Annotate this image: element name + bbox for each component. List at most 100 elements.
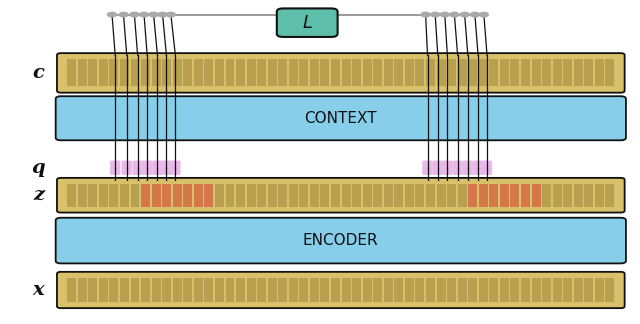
Bar	[215, 278, 224, 302]
Bar	[225, 59, 234, 87]
Bar	[595, 183, 604, 207]
Bar	[415, 278, 424, 302]
Bar	[321, 278, 330, 302]
Bar	[521, 278, 530, 302]
Bar	[289, 59, 298, 87]
Text: x: x	[33, 281, 44, 299]
Bar	[415, 59, 424, 87]
Bar	[109, 278, 118, 302]
Bar	[88, 183, 97, 207]
Text: CONTEXT: CONTEXT	[305, 111, 377, 126]
Bar	[574, 278, 583, 302]
Bar	[268, 59, 276, 87]
Bar	[479, 59, 488, 87]
Bar	[584, 59, 593, 87]
Circle shape	[130, 12, 139, 17]
Bar	[500, 59, 509, 87]
Bar	[204, 183, 213, 207]
Circle shape	[470, 12, 479, 17]
Bar	[331, 278, 340, 302]
Bar	[447, 183, 456, 207]
Bar	[120, 59, 129, 87]
Bar	[236, 59, 245, 87]
FancyBboxPatch shape	[122, 161, 132, 175]
Bar	[458, 183, 467, 207]
Circle shape	[440, 12, 449, 17]
Bar	[490, 278, 499, 302]
Bar	[468, 183, 477, 207]
Circle shape	[421, 12, 430, 17]
Bar	[405, 278, 414, 302]
Circle shape	[140, 12, 148, 17]
Bar	[447, 278, 456, 302]
Bar	[310, 59, 319, 87]
Bar	[310, 183, 319, 207]
FancyBboxPatch shape	[143, 161, 152, 175]
Bar	[173, 59, 182, 87]
Bar	[257, 59, 266, 87]
Bar	[77, 59, 86, 87]
Bar	[342, 59, 351, 87]
Text: q: q	[31, 159, 45, 178]
Bar	[490, 183, 499, 207]
Bar	[394, 183, 403, 207]
Bar	[236, 278, 245, 302]
Bar	[278, 183, 287, 207]
Bar	[67, 59, 76, 87]
Bar	[384, 59, 393, 87]
Bar	[595, 59, 604, 87]
Bar	[479, 183, 488, 207]
Bar	[500, 278, 509, 302]
Bar	[204, 59, 213, 87]
Bar	[563, 183, 572, 207]
Bar	[373, 278, 382, 302]
Bar	[342, 183, 351, 207]
Bar	[553, 59, 562, 87]
Bar	[584, 183, 593, 207]
Text: L: L	[302, 14, 312, 32]
FancyBboxPatch shape	[161, 161, 172, 175]
Bar	[415, 183, 424, 207]
Bar	[268, 183, 276, 207]
Bar	[553, 278, 562, 302]
Bar	[131, 59, 140, 87]
Bar	[405, 59, 414, 87]
Bar	[436, 278, 445, 302]
Bar	[300, 183, 308, 207]
Bar	[542, 278, 551, 302]
Bar	[605, 278, 614, 302]
FancyBboxPatch shape	[152, 161, 163, 175]
Bar	[246, 183, 255, 207]
Bar	[394, 278, 403, 302]
Circle shape	[460, 12, 469, 17]
Bar	[542, 183, 551, 207]
Bar	[152, 278, 161, 302]
Bar	[479, 278, 488, 302]
Bar	[511, 278, 520, 302]
Bar	[511, 183, 520, 207]
Bar	[173, 183, 182, 207]
Bar	[500, 183, 509, 207]
Bar	[373, 183, 382, 207]
Bar	[321, 59, 330, 87]
Bar	[352, 59, 361, 87]
Bar	[99, 183, 108, 207]
Bar	[109, 59, 118, 87]
Bar	[574, 59, 583, 87]
Bar	[99, 278, 108, 302]
Bar	[532, 278, 541, 302]
FancyBboxPatch shape	[133, 161, 142, 175]
Bar	[120, 278, 129, 302]
Bar	[215, 183, 224, 207]
Bar	[131, 278, 140, 302]
FancyBboxPatch shape	[56, 96, 626, 140]
Bar	[405, 183, 414, 207]
Bar	[225, 278, 234, 302]
Bar	[384, 278, 393, 302]
Bar	[99, 59, 108, 87]
Bar	[141, 278, 150, 302]
Circle shape	[119, 12, 128, 17]
Circle shape	[108, 12, 116, 17]
Bar	[542, 59, 551, 87]
Bar	[363, 59, 372, 87]
